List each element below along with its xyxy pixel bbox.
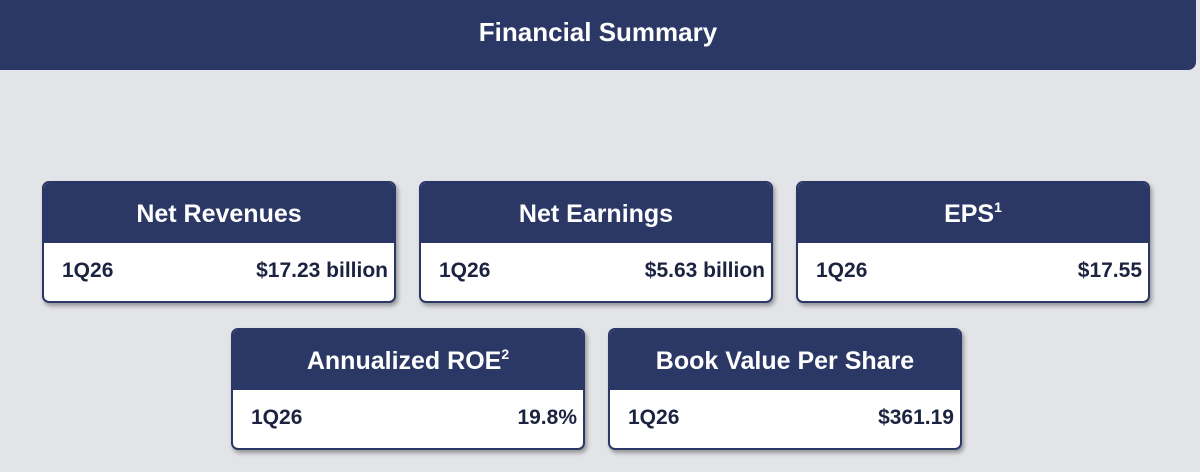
footnote-marker: 2: [501, 346, 510, 362]
card-header: Net Revenues: [44, 183, 394, 243]
period-label: 1Q26: [251, 406, 303, 429]
period-label: 1Q26: [816, 259, 868, 282]
card-header: Net Earnings: [421, 183, 771, 243]
card-body: 1Q26 $17.23 billion: [44, 243, 394, 301]
summary-card: Net Revenues 1Q26 $17.23 billion: [42, 181, 396, 303]
card-header: EPS1: [798, 183, 1148, 243]
card-title: EPS: [944, 200, 995, 228]
card-title: Book Value Per Share: [655, 347, 915, 375]
card-header: Book Value Per Share: [610, 330, 960, 390]
card-title: Net Revenues: [136, 200, 302, 228]
metric-value: 19.8%: [517, 406, 577, 429]
card-body: 1Q26 $361.19: [610, 390, 960, 448]
card-body: 1Q26 $5.63 billion: [421, 243, 771, 301]
period-label: 1Q26: [439, 259, 491, 282]
metric-value: $17.23 billion: [256, 259, 388, 282]
period-label: 1Q26: [628, 406, 680, 429]
footnote-marker: 1: [994, 199, 1002, 215]
summary-card: Net Earnings 1Q26 $5.63 billion: [419, 181, 773, 303]
card-body: 1Q26 19.8%: [233, 390, 583, 448]
metric-value: $5.63 billion: [644, 259, 765, 282]
summary-card: Annualized ROE2 1Q26 19.8%: [231, 328, 585, 450]
card-header: Annualized ROE2: [233, 330, 583, 390]
metric-value: $17.55: [1077, 259, 1142, 282]
summary-card: EPS1 1Q26 $17.55: [796, 181, 1150, 303]
card-body: 1Q26 $17.55: [798, 243, 1148, 301]
metric-value: $361.19: [878, 406, 954, 429]
summary-card: Book Value Per Share 1Q26 $361.19: [608, 328, 962, 450]
card-title: Annualized ROE: [306, 347, 502, 375]
period-label: 1Q26: [62, 259, 114, 282]
header-title: Financial Summary: [0, 0, 1196, 70]
card-title: Net Earnings: [518, 200, 674, 228]
